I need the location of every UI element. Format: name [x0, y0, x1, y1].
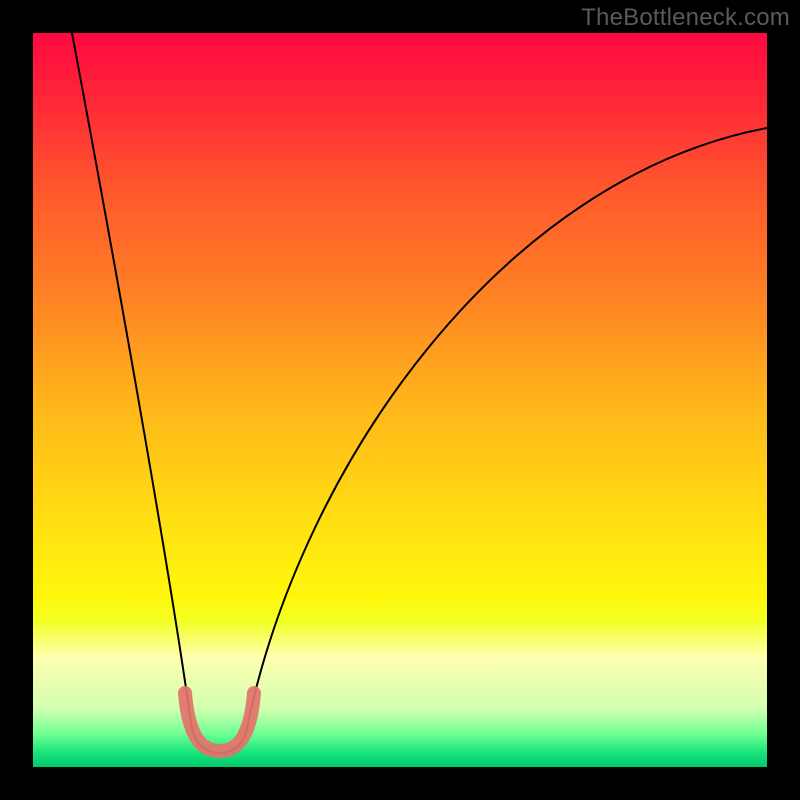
plot-area — [33, 33, 767, 767]
curve-layer — [33, 33, 767, 767]
border-bottom — [0, 767, 800, 800]
border-right — [767, 0, 800, 800]
stage: TheBottleneck.com — [0, 0, 800, 800]
border-left — [0, 0, 33, 800]
bottleneck-curve — [72, 33, 767, 753]
valley-highlight — [185, 693, 254, 751]
watermark-text: TheBottleneck.com — [581, 4, 790, 32]
